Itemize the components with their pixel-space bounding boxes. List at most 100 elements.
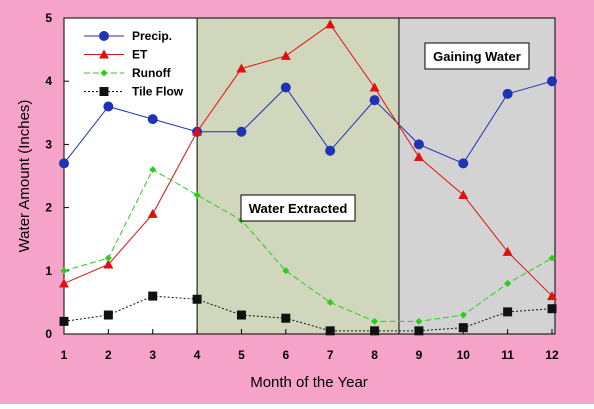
y-tick-label: 5 [45,11,52,25]
series-runoff [60,166,556,325]
data-point-runoff [459,311,467,319]
x-tick-label: 7 [327,348,334,362]
data-point-precip [59,158,69,169]
legend-label-tile-flow: Tile Flow [132,85,184,99]
region-labels: Water Extracted Gaining Water [240,42,530,222]
data-point-precip [280,82,291,93]
legend-entry-tile-flow: Tile Flow [84,85,184,99]
legend-label-precip: Precip. [132,29,172,43]
series-layer [59,19,557,336]
data-point-runoff [326,298,334,306]
data-point-runoff [193,191,201,199]
x-tick-label: 3 [149,348,156,362]
data-point-tile-flow [414,326,424,336]
data-point-et [547,291,557,301]
legend-label-et: ET [132,48,148,62]
region-label-box-gaining-water [424,42,530,70]
legend-marker-tile-flow [99,87,109,96]
data-point-runoff [415,317,423,325]
data-point-runoff [504,279,512,287]
data-point-precip [103,101,114,112]
data-point-et [147,208,158,218]
series-et [59,19,557,301]
data-point-precip [413,139,424,150]
data-point-et [413,152,424,162]
x-tick-label: 2 [105,348,112,362]
y-axis-title: Water Amount (Inches) [16,100,33,253]
y-tick-label: 2 [45,201,52,215]
data-point-tile-flow [103,310,113,320]
legend-entry-precip: Precip. [84,29,172,43]
plot-frame [63,17,556,335]
series-line-et [63,23,553,297]
x-tick-label: 1 [61,348,68,362]
data-point-runoff [149,166,157,174]
series-line-runoff [63,168,553,322]
x-axis-title: Month of the Year [250,374,368,391]
data-point-et [369,82,380,92]
legend-marker-runoff [100,69,108,77]
y-tick-label: 0 [45,327,52,341]
region-gaining-water [398,18,555,334]
series-line-tile-flow [63,295,553,332]
data-point-et [192,126,203,136]
x-tick-label: 6 [282,348,289,362]
data-point-precip [547,76,557,87]
legend-entry-runoff: Runoff [84,66,172,80]
data-point-et [280,50,291,60]
data-point-et [103,259,114,269]
data-point-et [325,19,336,29]
region-label-water-extracted: Water Extracted [249,201,348,216]
data-point-tile-flow [503,307,513,317]
data-point-tile-flow [281,313,291,323]
data-point-runoff [548,254,556,262]
data-point-tile-flow [148,291,158,301]
data-point-et [236,63,247,73]
data-point-tile-flow [59,316,69,326]
region-label-box-water-extracted [240,194,356,222]
data-point-precip [147,114,158,125]
shaded-regions [196,18,555,334]
legend: Precip. ET Runoff Tile Flow [84,29,184,99]
data-point-precip [369,95,380,106]
data-point-tile-flow [192,294,202,304]
data-point-runoff [371,317,379,325]
legend-entry-et: ET [84,48,148,62]
data-point-tile-flow [370,326,380,336]
data-point-tile-flow [325,326,335,336]
y-tick-label: 3 [45,137,52,151]
y-tick-label: 4 [45,74,52,88]
x-tick-label: 12 [545,348,559,362]
series-line-precip [63,80,553,164]
x-tick-label: 10 [457,348,471,362]
x-tick-label: 11 [501,348,514,362]
data-point-precip [325,145,336,156]
legend-marker-et [99,49,109,59]
series-tile-flow [59,291,557,336]
data-point-et [59,278,69,288]
data-point-tile-flow [458,323,468,333]
x-tick-label: 4 [194,348,201,362]
data-point-precip [458,158,469,169]
x-tick-label: 8 [371,348,378,362]
region-water-extracted [197,18,399,334]
x-tick-label: 9 [416,348,423,362]
data-point-runoff [60,267,68,275]
data-point-tile-flow [236,310,246,320]
y-tick-label: 1 [45,264,52,278]
legend-marker-precip [99,31,109,41]
series-precip [59,76,557,169]
data-point-runoff [104,254,112,262]
data-point-et [502,246,513,256]
legend-label-runoff: Runoff [132,66,172,80]
data-point-tile-flow [547,304,557,314]
data-point-precip [236,126,247,137]
region-label-gaining-water: Gaining Water [433,49,521,64]
data-point-runoff [282,267,290,275]
data-point-et [458,189,469,199]
x-tick-label: 5 [238,348,245,362]
data-point-precip [502,88,513,99]
